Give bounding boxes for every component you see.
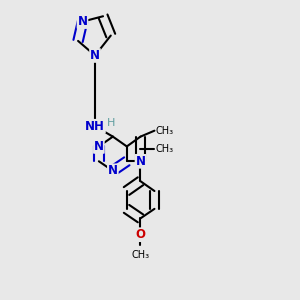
Text: CH₃: CH₃: [131, 250, 150, 260]
Text: N: N: [108, 164, 118, 177]
Text: CH₃: CH₃: [156, 144, 174, 154]
Text: N: N: [77, 15, 88, 28]
Text: CH₃: CH₃: [156, 126, 174, 136]
Text: O: O: [136, 228, 146, 241]
Text: NH: NH: [85, 120, 105, 133]
Text: N: N: [94, 140, 104, 153]
Text: N: N: [90, 49, 100, 62]
Text: H: H: [107, 118, 116, 128]
Text: N: N: [136, 155, 146, 168]
